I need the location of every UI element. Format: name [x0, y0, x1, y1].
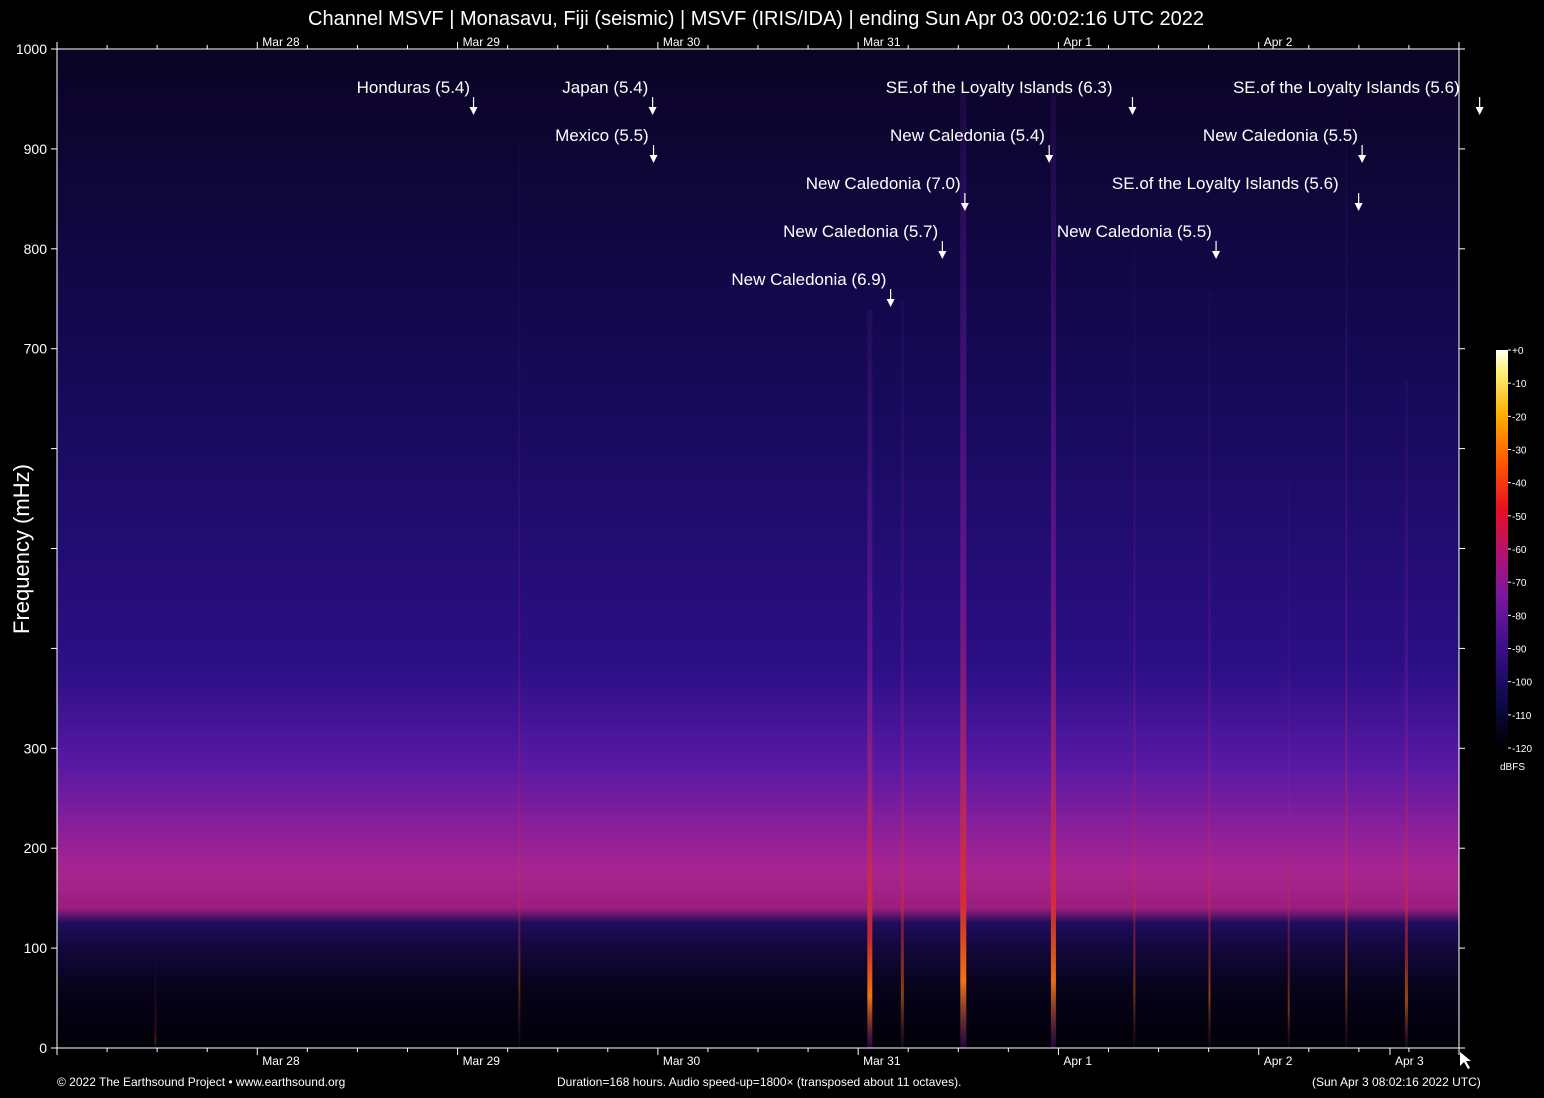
colorbar-tick-label: -50	[1512, 512, 1527, 523]
copyright-text: © 2022 The Earthsound Project • www.eart…	[57, 1075, 346, 1089]
event-label: SE.of the Loyalty Islands (6.3)	[886, 78, 1113, 97]
y-tick-label: 200	[24, 840, 48, 856]
event-label: New Caledonia (6.9)	[731, 270, 886, 289]
event-streak	[1133, 250, 1136, 1048]
event-streak	[1287, 480, 1290, 1048]
event-label: SE.of the Loyalty Islands (5.6)	[1233, 78, 1460, 97]
down-arrow-icon	[1212, 251, 1221, 259]
event-label: New Caledonia (5.5)	[1057, 222, 1212, 241]
down-arrow-icon	[649, 155, 658, 163]
timestamp-text: (Sun Apr 3 08:02:16 2022 UTC)	[1312, 1075, 1481, 1089]
down-arrow-icon	[938, 251, 947, 259]
down-arrow-icon	[886, 299, 895, 307]
y-tick-label: 1000	[16, 41, 47, 57]
down-arrow-icon	[960, 203, 969, 211]
colorbar-tick-label: -120	[1512, 744, 1532, 755]
event-label: New Caledonia (5.5)	[1203, 126, 1358, 145]
y-tick-label: 300	[24, 740, 48, 756]
x-tick-label-bottom: Mar 28	[262, 1054, 300, 1068]
colorbar	[1496, 350, 1508, 748]
event-label: New Caledonia (7.0)	[806, 174, 961, 193]
event-label: New Caledonia (5.7)	[783, 222, 938, 241]
colorbar-unit: dBFS	[1500, 762, 1526, 773]
colorbar-tick-label: -90	[1512, 645, 1527, 656]
x-tick-label-top: Mar 30	[663, 35, 701, 49]
y-tick-label: 100	[24, 940, 48, 956]
y-axis-label: Frequency (mHz)	[9, 464, 34, 634]
colorbar-tick-label: -30	[1512, 446, 1527, 457]
colorbar-tick-label: +0	[1512, 346, 1524, 357]
x-tick-label-bottom: Apr 2	[1264, 1054, 1293, 1068]
colorbar-tick-label: -60	[1512, 545, 1527, 556]
down-arrow-icon	[1045, 155, 1054, 163]
colorbar-tick-label: -100	[1512, 678, 1532, 689]
y-tick-label: 800	[24, 241, 48, 257]
x-tick-label-bottom: Mar 31	[863, 1054, 901, 1068]
duration-text: Duration=168 hours. Audio speed-up=1800×…	[557, 1075, 962, 1089]
x-tick-label-top: Mar 31	[863, 35, 901, 49]
colorbar-tick-label: -70	[1512, 578, 1527, 589]
event-streak	[1050, 95, 1056, 1048]
colorbar-ticks: +0 -10 -20 -30 -40 -50 -60 -70 -80 -90 -100 -110 -12…	[1508, 346, 1532, 755]
y-axis: 0 100 200 300 700 800 900 1000	[16, 41, 1465, 1056]
x-axis: Mar 28 Mar 28 Mar 29 Mar 29 Mar 30 Mar 30 Mar …	[56, 35, 1460, 1068]
colorbar-tick-label: -10	[1512, 379, 1527, 390]
event-label: Japan (5.4)	[562, 78, 648, 97]
event-annotations: Honduras (5.4) Japan (5.4) Mexico (5.5) New…	[357, 78, 1484, 307]
colorbar-tick-label: -20	[1512, 412, 1527, 423]
event-label: SE.of the Loyalty Islands (5.6)	[1112, 174, 1339, 193]
y-tick-label: 900	[24, 141, 48, 157]
event-streak	[154, 960, 157, 1048]
x-tick-label-bottom: Mar 30	[663, 1054, 701, 1068]
event-streak	[518, 140, 521, 1048]
event-label: Mexico (5.5)	[555, 126, 649, 145]
y-tick-label: 700	[24, 341, 48, 357]
event-streaks	[154, 90, 1408, 1048]
down-arrow-icon	[1128, 107, 1137, 115]
cursor-icon	[1460, 1052, 1471, 1069]
down-arrow-icon	[648, 107, 657, 115]
x-tick-label-bottom: Apr 1	[1063, 1054, 1092, 1068]
event-streak	[1208, 290, 1211, 1048]
colorbar-tick-label: -110	[1512, 711, 1532, 722]
down-arrow-icon	[1358, 155, 1367, 163]
event-label: Honduras (5.4)	[357, 78, 470, 97]
x-tick-label-top: Mar 28	[262, 35, 300, 49]
event-streak	[1345, 120, 1348, 1048]
down-arrow-icon	[1354, 203, 1363, 211]
plot-background	[57, 49, 1459, 1048]
colorbar-tick-label: -40	[1512, 479, 1527, 490]
x-tick-label-bottom: Apr 3	[1395, 1054, 1424, 1068]
down-arrow-icon	[469, 107, 478, 115]
x-tick-label-bottom: Mar 29	[463, 1054, 501, 1068]
x-tick-label-top: Apr 1	[1063, 35, 1092, 49]
x-tick-label-top: Mar 29	[463, 35, 501, 49]
y-tick-label: 0	[39, 1040, 47, 1056]
chart-title: Channel MSVF | Monasavu, Fiji (seismic) …	[308, 8, 1204, 30]
event-streak	[1404, 380, 1408, 1048]
x-tick-label-top: Apr 2	[1264, 35, 1293, 49]
event-streak	[960, 90, 967, 1048]
event-streak	[867, 310, 873, 1048]
colorbar-tick-label: -80	[1512, 611, 1527, 622]
event-label: New Caledonia (5.4)	[890, 126, 1045, 145]
event-streak	[900, 300, 904, 1048]
down-arrow-icon	[1475, 107, 1484, 115]
